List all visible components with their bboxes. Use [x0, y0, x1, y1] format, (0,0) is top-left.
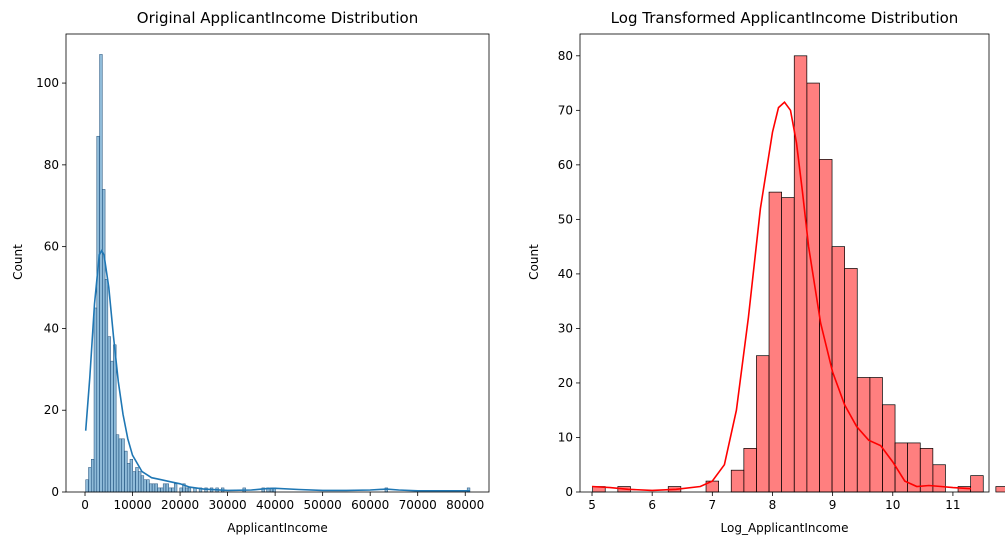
- left-chart-bar: [179, 487, 183, 493]
- right-chart-y-tick-label: 20: [558, 376, 573, 390]
- right-chart-y-axis-label: Count: [527, 244, 541, 280]
- left-chart-bar: [99, 54, 103, 493]
- left-chart-y-tick-label: 100: [36, 76, 59, 90]
- left-chart-bars: [85, 54, 471, 493]
- left-chart-y-tick-label: 40: [44, 321, 59, 335]
- left-chart-bar: [146, 479, 150, 493]
- right-chart-x-tick-label: 8: [769, 498, 777, 512]
- right-chart-y-tick-label: 40: [558, 267, 573, 281]
- left-chart-bar: [102, 189, 106, 493]
- left-chart-bar: [165, 483, 169, 493]
- left-chart-bar: [143, 479, 147, 493]
- left-chart-kde-line: [84, 249, 470, 492]
- left-chart-y-tick-label: 0: [51, 485, 59, 499]
- left-chart-x-tick-label: 30000: [209, 498, 247, 512]
- right-chart-title: Log Transformed ApplicantIncome Distribu…: [611, 9, 959, 27]
- left-chart-bar: [185, 487, 189, 493]
- left-chart-x-axis-label: ApplicantIncome: [227, 521, 328, 535]
- right-chart-x-tick-label: 7: [709, 498, 717, 512]
- right-chart-x-tick-label: 11: [945, 498, 960, 512]
- right-chart-bar: [869, 377, 883, 493]
- left-chart-y-axis-label: Count: [11, 244, 25, 280]
- right-chart-bar: [768, 191, 782, 493]
- left-chart-bar: [135, 467, 139, 493]
- left-chart-bar: [113, 344, 117, 493]
- right-chart-bar: [844, 268, 858, 493]
- left-chart: Original ApplicantIncome Distribution 0 1…: [11, 9, 490, 535]
- left-chart-bar: [118, 438, 122, 493]
- left-chart-bar: [121, 438, 125, 493]
- left-chart-bar: [162, 483, 167, 493]
- left-chart-bar: [140, 475, 145, 493]
- left-chart-bar: [160, 487, 164, 493]
- right-chart-frame: [579, 33, 990, 493]
- right-chart-bar: [932, 464, 946, 493]
- left-chart-bar: [96, 135, 100, 493]
- left-chart-bar: [129, 459, 133, 493]
- left-chart-x-tick-label: 50000: [304, 498, 342, 512]
- left-chart-frame: [65, 33, 490, 493]
- left-chart-bar: [173, 483, 178, 493]
- left-chart-ticks: 0 10000 20000 30000 40000 50000 60000 70000 8000…: [36, 76, 484, 512]
- right-chart-kde-line: [591, 101, 972, 492]
- left-chart-bar: [88, 467, 92, 493]
- left-chart-bar: [124, 450, 128, 493]
- right-chart-bar: [882, 404, 896, 493]
- right-chart-y-tick-label: 10: [558, 430, 573, 444]
- left-chart-bar: [107, 336, 111, 493]
- left-chart-bar: [187, 487, 192, 493]
- right-chart-x-tick-label: 9: [829, 498, 837, 512]
- left-chart-x-tick-label: 10000: [113, 498, 151, 512]
- left-chart-y-tick-label: 60: [44, 240, 59, 254]
- right-chart-x-axis-label: Log_ApplicantIncome: [721, 521, 849, 535]
- left-chart-bar: [91, 459, 95, 493]
- left-chart-bar: [154, 483, 158, 493]
- right-chart-bar: [995, 486, 1005, 493]
- left-chart-bar: [110, 360, 114, 493]
- left-chart-x-tick-label: 60000: [351, 498, 389, 512]
- left-chart-bar: [93, 307, 98, 493]
- right-chart-bar: [793, 55, 808, 493]
- left-chart-bar: [138, 471, 142, 493]
- right-chart: Log Transformed ApplicantIncome Distribu…: [527, 9, 1005, 535]
- right-chart-y-tick-label: 60: [558, 158, 573, 172]
- left-chart-title: Original ApplicantIncome Distribution: [137, 9, 418, 27]
- left-chart-bar: [132, 471, 136, 493]
- right-chart-y-tick-label: 70: [558, 103, 573, 117]
- right-chart-y-tick-label: 50: [558, 212, 573, 226]
- left-chart-y-tick-label: 20: [44, 403, 59, 417]
- right-chart-y-tick-label: 30: [558, 321, 573, 335]
- left-chart-x-tick-label: 70000: [399, 498, 437, 512]
- right-chart-x-tick-label: 5: [588, 498, 596, 512]
- left-chart-bar: [168, 487, 172, 493]
- right-chart-bar: [806, 82, 820, 493]
- left-chart-bar: [115, 434, 120, 493]
- left-chart-bar: [126, 463, 131, 493]
- right-chart-bar: [756, 355, 770, 493]
- left-chart-y-tick-label: 80: [44, 158, 59, 172]
- right-chart-x-tick-label: 6: [648, 498, 656, 512]
- left-chart-bar: [151, 483, 156, 493]
- right-chart-bar: [831, 246, 845, 493]
- right-chart-bar: [743, 448, 757, 493]
- left-chart-bar: [104, 279, 109, 493]
- left-chart-x-tick-label: 0: [81, 498, 89, 512]
- right-chart-bar: [781, 197, 795, 493]
- right-chart-ticks: 5 6 7 8 9 10 11 0 10 20 30 40 50 60 70 80: [558, 49, 961, 512]
- left-chart-bar: [149, 483, 153, 493]
- right-chart-bar: [970, 475, 984, 493]
- right-chart-bars: [592, 55, 1005, 493]
- left-chart-x-tick-label: 20000: [161, 498, 199, 512]
- left-chart-bar: [171, 487, 175, 493]
- left-chart-x-tick-label: 40000: [256, 498, 294, 512]
- right-chart-x-tick-label: 10: [885, 498, 900, 512]
- left-chart-bar: [157, 487, 161, 493]
- right-chart-y-tick-label: 0: [565, 485, 573, 499]
- left-chart-bar: [85, 479, 89, 493]
- right-chart-y-tick-label: 80: [558, 49, 573, 63]
- right-chart-bar: [730, 469, 745, 493]
- left-chart-x-tick-label: 80000: [446, 498, 484, 512]
